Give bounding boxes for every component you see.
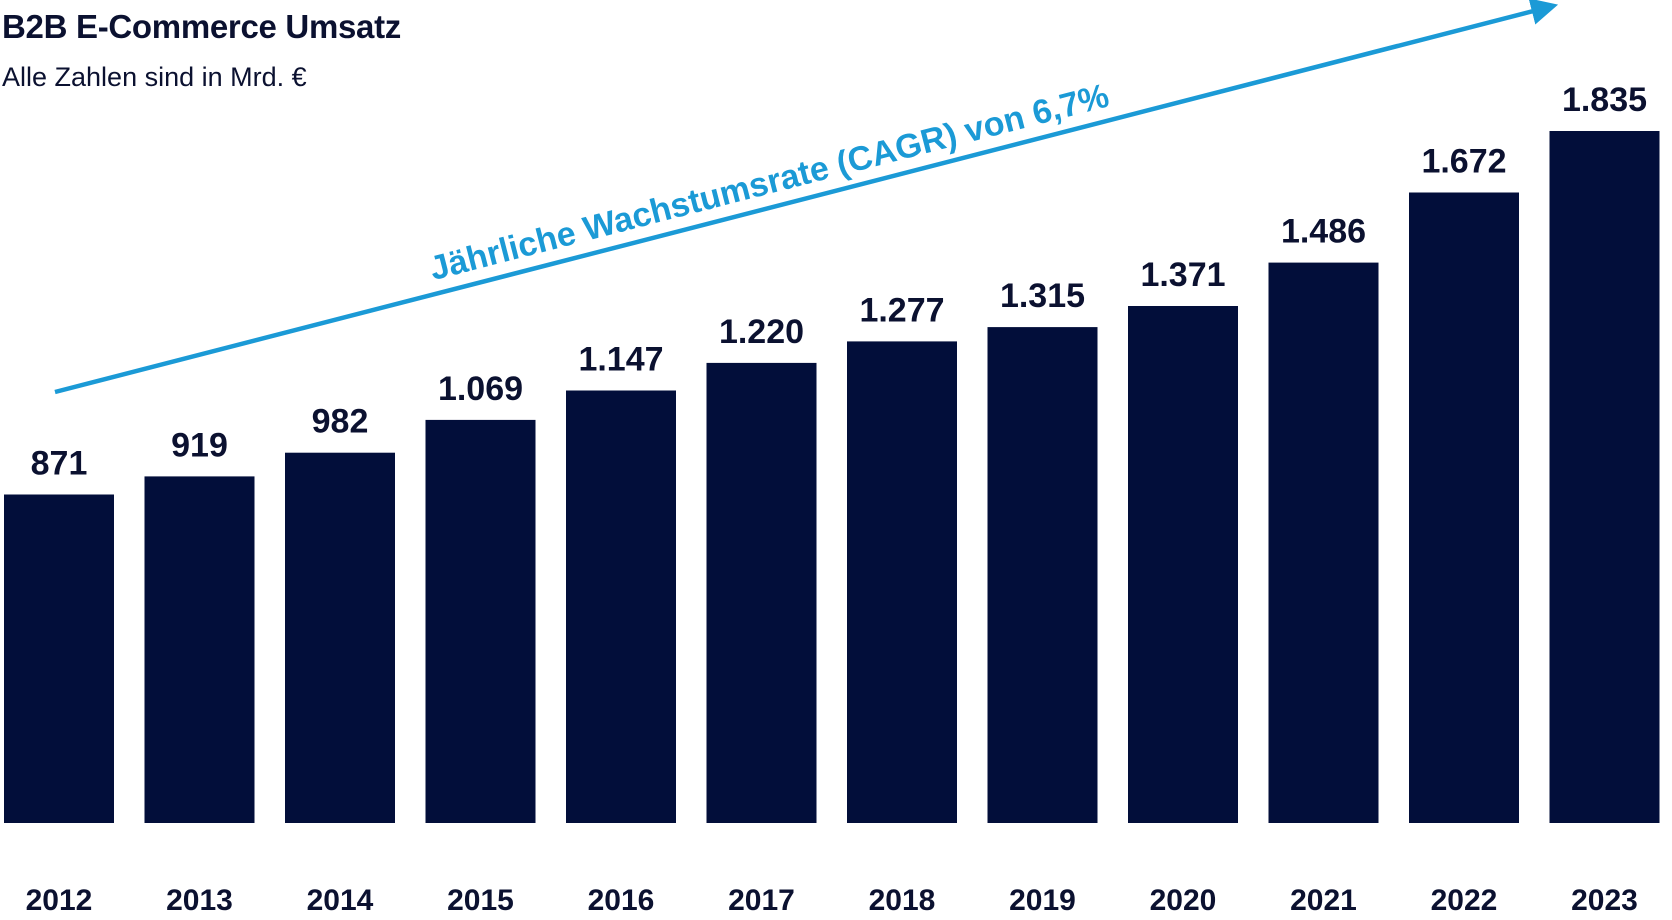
bar-2020 [1128, 306, 1238, 823]
x-tick-2015: 2015 [447, 884, 514, 917]
bar-2018 [847, 341, 957, 823]
value-label-2021: 1.486 [1281, 213, 1366, 251]
value-label-2012: 871 [31, 445, 88, 483]
bar-2017 [706, 362, 817, 823]
value-label-2019: 1.315 [1000, 277, 1085, 315]
chart-title: B2B E-Commerce Umsatz [2, 8, 401, 45]
x-tick-2014: 2014 [307, 884, 374, 917]
value-label-2018: 1.277 [859, 291, 944, 329]
x-tick-2023: 2023 [1571, 884, 1638, 917]
value-label-2015: 1.069 [438, 370, 523, 408]
bar-2021 [1268, 262, 1379, 824]
x-tick-2018: 2018 [869, 884, 936, 917]
value-label-2023: 1.835 [1562, 81, 1647, 119]
value-labels-layer: 871 919 982 1.069 1.147 1.220 1.277 1.315 1.371 1… [31, 81, 1647, 483]
bar-2013 [144, 476, 255, 823]
bar-2019 [987, 327, 1098, 823]
cagr-annotation-text: Jährliche Wachstumsrate (CAGR) von 6,7% [426, 77, 1113, 288]
value-label-2017: 1.220 [719, 313, 804, 351]
bar-2015 [425, 419, 536, 823]
x-tick-2021: 2021 [1290, 884, 1357, 917]
x-tick-2016: 2016 [588, 884, 655, 917]
x-tick-2022: 2022 [1431, 884, 1498, 917]
bar-2014 [285, 452, 395, 823]
x-tick-2012: 2012 [26, 884, 93, 917]
bar-2016 [566, 390, 676, 823]
bar-2023 [1549, 131, 1660, 823]
bars-layer [4, 131, 1660, 824]
x-tick-2019: 2019 [1009, 884, 1076, 917]
value-label-2020: 1.371 [1140, 256, 1225, 294]
value-label-2022: 1.672 [1421, 143, 1506, 181]
x-tick-2017: 2017 [728, 884, 795, 917]
bar-2012 [4, 494, 114, 823]
x-tick-labels-layer: 2012 2013 2014 2015 2016 2017 2018 2019 2020 2021… [26, 884, 1638, 917]
value-label-2014: 982 [312, 403, 369, 441]
value-label-2016: 1.147 [578, 341, 663, 379]
bar-2022 [1409, 192, 1519, 823]
x-tick-2013: 2013 [166, 884, 233, 917]
value-label-2013: 919 [171, 426, 228, 464]
x-tick-2020: 2020 [1150, 884, 1217, 917]
chart-subtitle: Alle Zahlen sind in Mrd. € [2, 62, 307, 92]
cagr-trend-arrow [54, 0, 1559, 395]
